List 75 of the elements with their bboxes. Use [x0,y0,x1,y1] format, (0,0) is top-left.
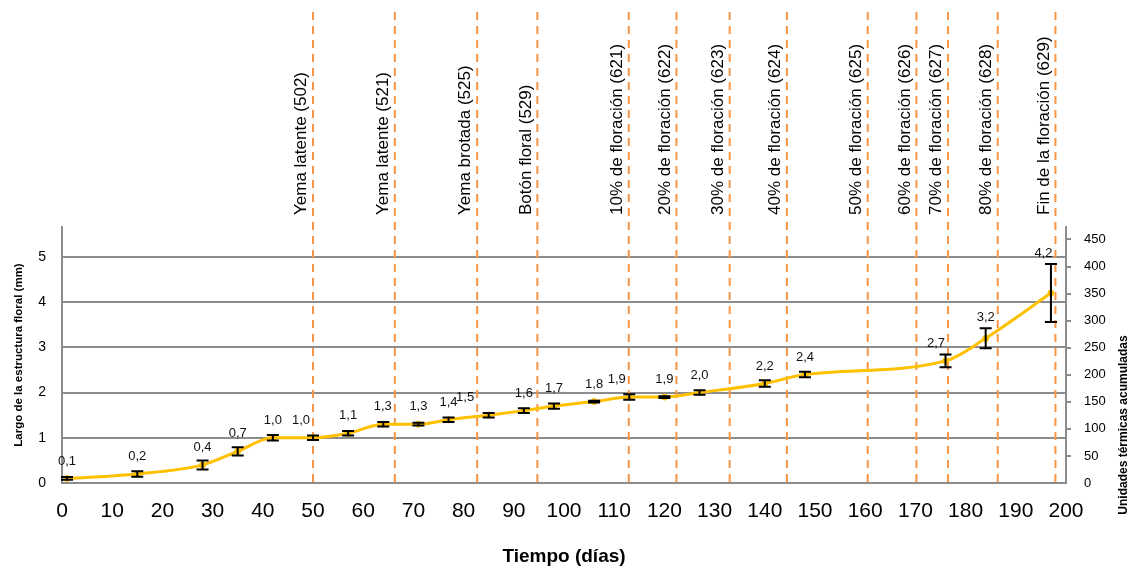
x-tick-label: 50 [301,498,325,522]
y2-tick-label: 0 [1084,474,1092,490]
y-tick-label: 3 [38,338,47,355]
y2-tick-label: 100 [1084,420,1106,436]
ref-line-label: 50% de floración (625) [845,43,865,215]
x-tick-label: 200 [1048,498,1084,522]
data-label: 1,0 [291,411,310,427]
x-axis-title: Tiempo (días) [502,544,626,566]
x-tick-label: 190 [998,498,1034,522]
ref-line-label: 60% de floración (626) [894,43,914,215]
x-tick-label: 30 [200,498,225,522]
ref-line-label: 70% de floración (627) [926,43,946,215]
ref-line-label: 30% de floración (623) [707,43,727,215]
data-label: 1,9 [655,371,674,387]
y2-tick-label: 400 [1084,258,1106,274]
x-tick-label: 170 [897,498,933,522]
x-tick-label: 0 [56,498,68,522]
y2-tick-label: 200 [1084,366,1106,382]
data-label: 1,3 [409,398,428,414]
data-label: 1,0 [263,411,282,427]
ref-line-label: Yema latente (521) [373,71,393,215]
y-tick-label: 5 [38,247,47,264]
data-label: 1,1 [339,407,358,423]
y-tick-label: 2 [38,383,47,400]
data-label: 1,8 [585,375,604,391]
ref-line-label: 10% de floración (621) [606,43,626,215]
data-label: 0,1 [57,452,77,468]
x-tick-label: 130 [697,498,733,522]
x-tick-label: 20 [150,498,175,522]
y-axis-title: Largo de la estructura floral (mm) [12,263,25,447]
data-label: 1,3 [373,398,392,414]
data-label: 1,4 [439,393,458,409]
data-label: 1,9 [607,371,626,387]
data-label: 1,5 [456,389,475,405]
y2-tick-label: 250 [1084,339,1106,355]
data-label: 4,2 [1034,245,1053,261]
ref-line-label: Yema latente (502) [291,71,311,215]
data-label: 3,2 [976,309,995,325]
data-label: 1,6 [514,384,533,400]
x-tick-label: 70 [401,498,426,522]
ref-line-label: 80% de floración (628) [975,43,995,215]
x-tick-label: 60 [351,498,375,522]
data-label: 1,7 [544,380,563,396]
y-tick-label: 4 [38,292,47,309]
ref-line-label: Yema brotada (525) [455,65,475,215]
ref-line-label: 40% de floración (624) [765,43,785,215]
y2-axis-title: Unidades térmicas acumuladas [1116,334,1131,515]
x-tick-label: 110 [597,498,631,522]
data-label: 2,4 [795,348,814,364]
x-tick-label: 10 [100,498,124,522]
ref-line-label: Fin de la floración (629) [1033,36,1053,215]
y2-tick-label: 450 [1084,231,1106,247]
data-label: 2,7 [926,334,946,350]
data-label: 2,2 [755,357,774,373]
x-tick-label: 80 [451,498,476,522]
y2-tick-label: 350 [1084,285,1106,301]
y-tick-label: 0 [38,473,47,490]
y2-tick-label: 300 [1084,312,1106,328]
x-tick-label: 150 [797,498,833,522]
y2-tick-label: 150 [1084,393,1106,409]
x-tick-label: 40 [251,498,275,522]
data-label: 0,2 [128,448,147,464]
x-tick-label: 100 [546,498,582,522]
x-tick-label: 140 [747,498,783,522]
x-tick-label: 120 [646,498,682,522]
data-label: 2,0 [690,366,709,382]
x-tick-label: 180 [948,498,984,522]
data-label: 0,4 [193,438,212,454]
ref-line-label: 20% de floración (622) [654,43,674,215]
y-tick-label: 1 [38,428,47,445]
x-tick-label: 160 [847,498,883,522]
ref-line-label: Botón floral (529) [515,84,535,215]
y2-tick-label: 50 [1084,447,1099,463]
data-label: 0,7 [228,425,247,441]
x-tick-label: 90 [502,498,526,522]
